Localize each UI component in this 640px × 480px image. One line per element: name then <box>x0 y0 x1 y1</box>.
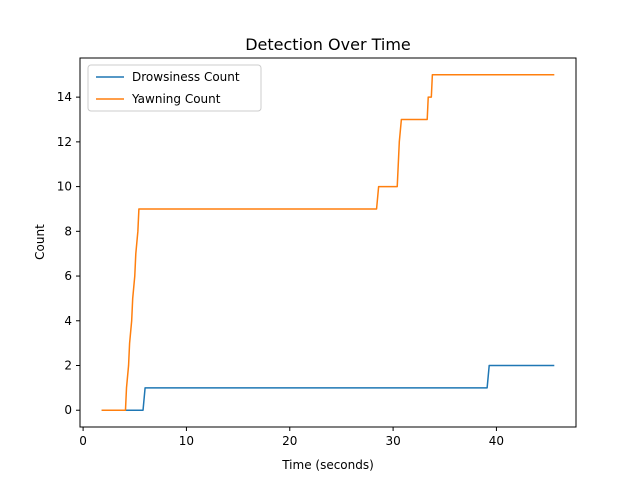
y-axis-label: Count <box>33 224 47 260</box>
y-tick-label: 6 <box>64 269 72 283</box>
x-axis: 0 10 20 30 40 <box>79 427 504 448</box>
legend-label: Drowsiness Count <box>132 70 240 84</box>
x-tick-label: 20 <box>282 434 297 448</box>
legend-label: Yawning Count <box>131 92 221 106</box>
x-axis-label: Time (seconds) <box>281 458 374 472</box>
x-tick-label: 40 <box>489 434 504 448</box>
y-tick-label: 12 <box>57 135 72 149</box>
series-line-drowsiness-count <box>101 364 555 411</box>
y-axis: 0 2 4 6 8 10 12 14 <box>57 90 80 417</box>
x-tick-label: 0 <box>79 434 87 448</box>
y-tick-label: 2 <box>64 359 72 373</box>
x-tick-label: 30 <box>385 434 400 448</box>
series-line-yawning-count <box>101 74 555 411</box>
y-tick-label: 10 <box>57 180 72 194</box>
x-tick-label: 10 <box>179 434 194 448</box>
y-tick-label: 4 <box>64 314 72 328</box>
series-layer <box>101 74 555 411</box>
y-tick-label: 0 <box>64 403 72 417</box>
y-tick-label: 14 <box>57 90 72 104</box>
chart-title: Detection Over Time <box>245 35 411 54</box>
plot-frame <box>79 57 577 428</box>
y-tick-label: 8 <box>64 224 72 238</box>
legend-box <box>87 64 262 112</box>
legend: Drowsiness Count Yawning Count <box>87 64 262 112</box>
